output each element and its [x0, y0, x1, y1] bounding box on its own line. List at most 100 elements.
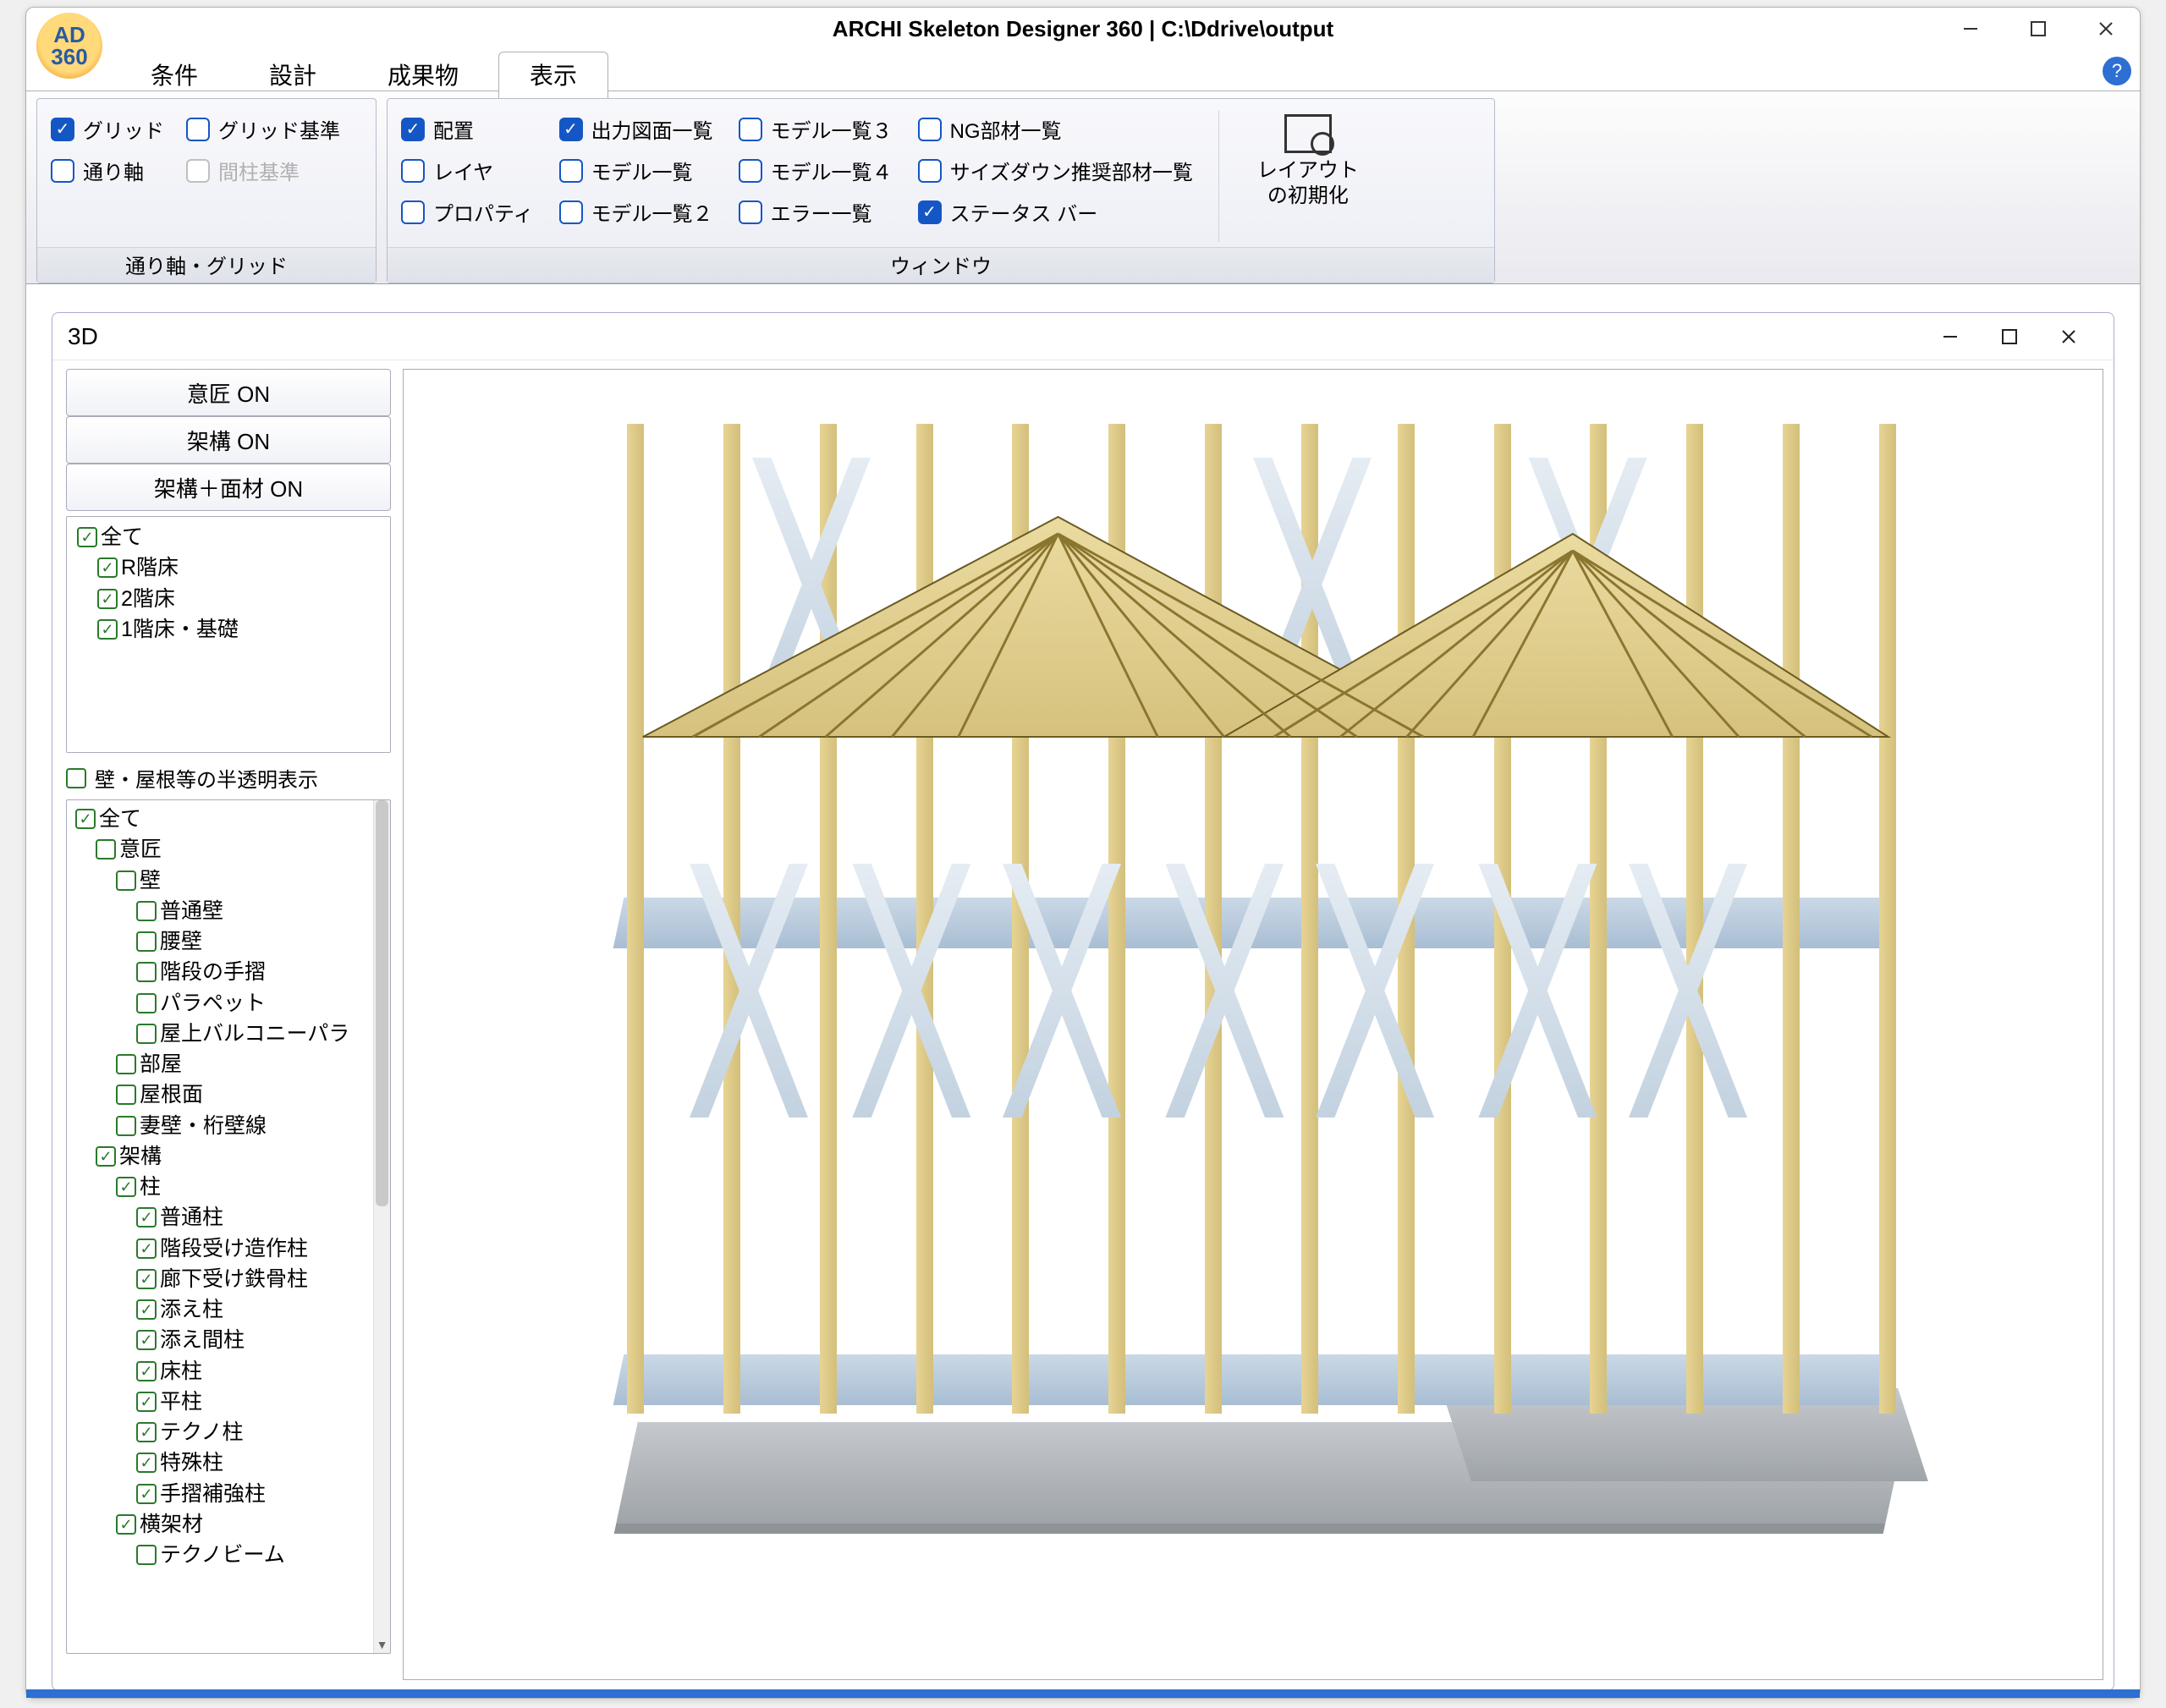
posts-group — [627, 728, 1879, 1414]
3d-viewport[interactable] — [403, 369, 2103, 1680]
label: R階床 — [121, 552, 179, 583]
maximize-button[interactable] — [2004, 8, 2072, 50]
scroll-thumb[interactable] — [376, 800, 388, 1206]
floors-panel: 全てR階床2階床1階床・基礎 — [66, 516, 391, 753]
3d-close-button[interactable] — [2039, 320, 2098, 354]
roof — [593, 483, 1921, 771]
checkbox-腰壁[interactable] — [136, 931, 157, 952]
label: 意匠 — [119, 834, 162, 865]
element-tree-panel: 全て意匠壁普通壁腰壁階段の手摺パラペット屋上バルコニーパラ部屋屋根面妻壁・桁壁線… — [66, 799, 391, 1654]
checkbox-全て[interactable] — [75, 809, 96, 829]
checkbox-サイズダウン推奨部材一覧[interactable] — [918, 159, 942, 183]
label: 架構 — [119, 1141, 162, 1172]
app-logo: AD 360 — [36, 13, 102, 79]
checkbox-1階床・基礎[interactable] — [97, 619, 118, 640]
checkbox-配置[interactable] — [401, 118, 425, 141]
post — [1783, 728, 1800, 1414]
titlebar: AD 360 ARCHI Skeleton Designer 360 | C:\… — [26, 8, 2140, 50]
label: 1階床・基礎 — [121, 614, 239, 645]
checkbox-floors-all[interactable] — [77, 527, 97, 547]
checkbox-廊下受け鉄骨柱[interactable] — [136, 1269, 157, 1289]
checkbox-手摺補強柱[interactable] — [136, 1484, 157, 1504]
checkbox-プロパティ[interactable] — [401, 200, 425, 224]
label: 全て — [101, 522, 143, 552]
scroll-down-icon[interactable]: ▼ — [374, 1636, 390, 1653]
semi-transparent-checkbox[interactable] — [66, 768, 86, 788]
ribbon-group2-caption: ウィンドウ — [388, 247, 1494, 283]
3d-model — [559, 424, 1947, 1625]
checkbox-妻壁・桁壁線[interactable] — [116, 1116, 136, 1136]
checkbox-普通柱[interactable] — [136, 1207, 157, 1227]
checkbox-モデル一覧２[interactable] — [559, 200, 583, 224]
checkbox-出力図面一覧[interactable] — [559, 118, 583, 141]
tab-表示[interactable]: 表示 — [498, 52, 608, 98]
checkbox-2階床[interactable] — [97, 589, 118, 609]
checkbox-レイヤ[interactable] — [401, 159, 425, 183]
checkbox-壁[interactable] — [116, 870, 136, 891]
checkbox-屋上バルコニーパラ[interactable] — [136, 1024, 157, 1044]
checkbox-label: プロパティ — [433, 197, 534, 227]
checkbox-屋根面[interactable] — [116, 1085, 136, 1105]
checkbox-階段受け造作柱[interactable] — [136, 1238, 157, 1259]
label: 屋上バルコニーパラ — [160, 1019, 349, 1049]
checkbox-特殊柱[interactable] — [136, 1453, 157, 1473]
checkbox-テクノビーム[interactable] — [136, 1545, 157, 1565]
label: 屋根面 — [140, 1079, 203, 1110]
help-icon[interactable]: ? — [2103, 57, 2131, 85]
label: 普通壁 — [160, 896, 223, 926]
post — [627, 728, 644, 1414]
toggle-意匠 ON[interactable]: 意匠 ON — [66, 369, 391, 416]
checkbox-R階床[interactable] — [97, 557, 118, 578]
checkbox-架構[interactable] — [96, 1146, 116, 1167]
checkbox-平柱[interactable] — [136, 1392, 157, 1412]
close-button[interactable] — [2072, 8, 2140, 50]
checkbox-ステータス バー[interactable] — [918, 200, 942, 224]
3d-title: 3D — [68, 323, 98, 350]
checkbox-添え柱[interactable] — [136, 1299, 157, 1320]
checkbox-横架材[interactable] — [116, 1514, 136, 1535]
3d-minimize-button[interactable] — [1921, 320, 1980, 354]
checkbox-添え間柱[interactable] — [136, 1330, 157, 1350]
checkbox-意匠[interactable] — [96, 839, 116, 859]
3d-titlebar: 3D — [52, 313, 2114, 360]
label: テクノビーム — [160, 1540, 285, 1570]
label: 床柱 — [160, 1356, 202, 1387]
minimize-button[interactable] — [1937, 8, 2004, 50]
checkbox-パラペット[interactable] — [136, 993, 157, 1013]
reset-layout-line1: レイアウト — [1257, 159, 1359, 182]
brace — [852, 864, 970, 1118]
label: 階段受け造作柱 — [160, 1233, 308, 1264]
checkbox-普通壁[interactable] — [136, 901, 157, 921]
checkbox-グリッド[interactable] — [51, 118, 74, 141]
label: 添え柱 — [160, 1294, 223, 1325]
checkbox-間柱基準 — [186, 159, 210, 183]
checkbox-階段の手摺[interactable] — [136, 962, 157, 982]
checkbox-テクノ柱[interactable] — [136, 1422, 157, 1442]
3d-sidebar: 意匠 ON架構 ON架構＋面材 ON 全てR階床2階床1階床・基礎 壁・屋根等の… — [52, 360, 399, 1690]
label: 特殊柱 — [160, 1447, 223, 1478]
checkbox-モデル一覧４[interactable] — [739, 159, 762, 183]
checkbox-label: 通り軸 — [83, 156, 144, 185]
checkbox-部屋[interactable] — [116, 1054, 136, 1074]
toggle-架構 ON[interactable]: 架構 ON — [66, 416, 391, 464]
checkbox-柱[interactable] — [116, 1177, 136, 1197]
logo-line1: AD — [53, 24, 85, 46]
checkbox-label: グリッド基準 — [218, 114, 340, 144]
label: 全て — [99, 804, 141, 834]
3d-maximize-button[interactable] — [1980, 320, 2039, 354]
tree-scrollbar[interactable]: ▲ ▼ — [373, 800, 390, 1653]
label: 妻壁・桁壁線 — [140, 1111, 267, 1141]
checkbox-モデル一覧[interactable] — [559, 159, 583, 183]
label: 部屋 — [140, 1049, 182, 1079]
label: 腰壁 — [160, 926, 202, 957]
checkbox-通り軸[interactable] — [51, 159, 74, 183]
checkbox-エラー一覧[interactable] — [739, 200, 762, 224]
checkbox-NG部材一覧[interactable] — [918, 118, 942, 141]
checkbox-床柱[interactable] — [136, 1361, 157, 1381]
checkbox-モデル一覧３[interactable] — [739, 118, 762, 141]
toggle-架構＋面材 ON[interactable]: 架構＋面材 ON — [66, 464, 391, 511]
reset-layout-button[interactable]: レイアウト の初期化 — [1245, 111, 1372, 212]
checkbox-グリッド基準[interactable] — [186, 118, 210, 141]
label: 横架材 — [140, 1509, 203, 1540]
checkbox-label: エラー一覧 — [771, 197, 872, 227]
